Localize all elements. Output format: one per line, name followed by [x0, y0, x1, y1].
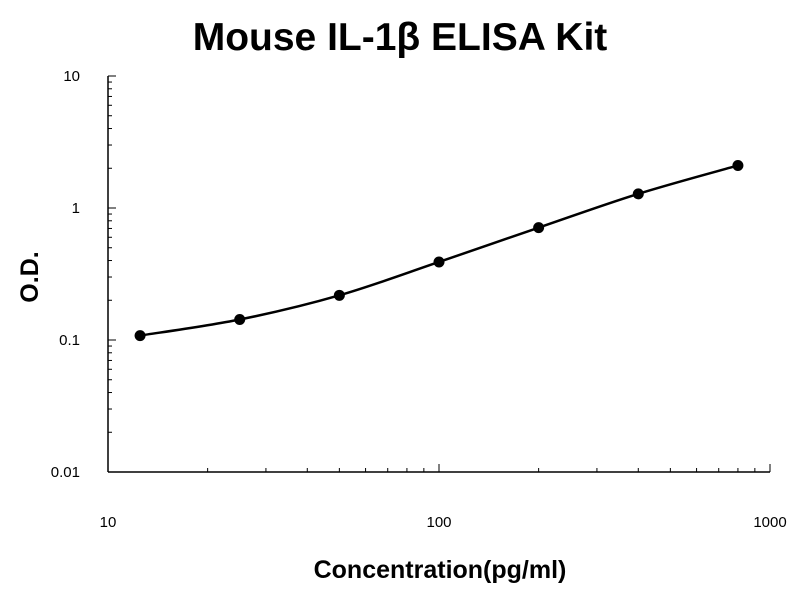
y-axis-label: O.D.	[16, 251, 44, 302]
data-point	[533, 222, 545, 234]
data-point	[234, 313, 246, 325]
series-line	[139, 164, 739, 337]
data-point	[732, 159, 744, 171]
data-point	[433, 256, 445, 268]
y-tick-label: 0.1	[59, 332, 80, 349]
x-tick-label: 1000	[753, 514, 786, 531]
y-tick-label: 10	[63, 68, 80, 85]
x-tick-label: 10	[100, 514, 117, 531]
data-point	[632, 188, 644, 200]
data-point	[333, 289, 345, 301]
axes: 0.01 0.1 1 10 10 100 1000	[51, 68, 787, 531]
data-point	[134, 330, 146, 342]
x-axis-label: Concentration(pg/ml)	[314, 556, 567, 584]
chart-title: Mouse IL-1β ELISA Kit	[193, 16, 608, 59]
y-tick-label: 0.01	[51, 464, 80, 481]
plot-area	[134, 159, 744, 342]
y-tick-label: 1	[72, 200, 80, 217]
x-tick-label: 100	[426, 514, 451, 531]
